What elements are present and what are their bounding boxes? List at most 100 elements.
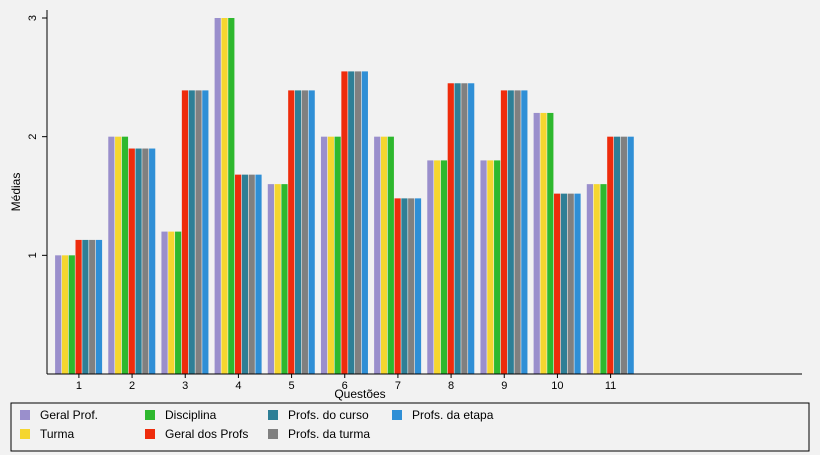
x-tick-label-5: 5 bbox=[289, 380, 295, 392]
bar-q6-s2 bbox=[327, 136, 334, 374]
bar-q4-s7 bbox=[255, 174, 262, 374]
legend-label-5: Profs. do curso bbox=[288, 408, 369, 422]
bar-q3-s7 bbox=[202, 90, 209, 374]
bar-q3-s3 bbox=[175, 231, 182, 374]
bar-q11-s4 bbox=[607, 136, 614, 374]
bar-q2-s1 bbox=[108, 136, 115, 374]
bar-q5-s5 bbox=[294, 90, 302, 374]
bar-q9-s2 bbox=[487, 160, 494, 374]
x-tick-label-1: 1 bbox=[76, 380, 82, 392]
bar-q10-s5 bbox=[560, 193, 568, 374]
x-tick-label-8: 8 bbox=[448, 380, 454, 392]
x-axis-title: Questões bbox=[334, 387, 385, 401]
legend-swatch-7 bbox=[392, 410, 402, 420]
bar-q10-s4 bbox=[554, 193, 561, 374]
bar-q4-s1 bbox=[214, 18, 221, 374]
bar-q8-s1 bbox=[427, 160, 434, 374]
bars-group bbox=[55, 18, 634, 375]
legend-label-6: Profs. da turma bbox=[288, 427, 370, 441]
bar-q6-s4 bbox=[341, 71, 348, 375]
x-tick-label-2: 2 bbox=[129, 380, 135, 392]
bar-q5-s7 bbox=[308, 90, 315, 374]
bar-q7-s4 bbox=[394, 198, 401, 374]
bar-q6-s5 bbox=[348, 71, 355, 375]
legend-label-2: Turma bbox=[40, 427, 75, 441]
bar-q2-s3 bbox=[121, 136, 129, 374]
bar-q3-s4 bbox=[181, 90, 189, 374]
bar-q7-s1 bbox=[374, 136, 381, 374]
bar-q9-s1 bbox=[480, 160, 487, 374]
legend-swatch-6 bbox=[268, 429, 278, 439]
legend: Geral Prof. Turma Disciplina Geral dos Prof… bbox=[10, 402, 810, 452]
legend-swatch-1 bbox=[20, 410, 30, 420]
bar-q1-s4 bbox=[75, 239, 82, 374]
bar-q1-s3 bbox=[68, 255, 75, 374]
x-tick-label-7: 7 bbox=[395, 380, 401, 392]
bar-q8-s4 bbox=[447, 83, 454, 375]
legend-swatch-4 bbox=[145, 429, 155, 439]
x-tick-label-3: 3 bbox=[182, 380, 188, 392]
bar-q8-s6 bbox=[461, 83, 468, 375]
bar-q7-s6 bbox=[408, 198, 415, 374]
bar-q5-s6 bbox=[301, 90, 308, 374]
bar-q4-s3 bbox=[228, 18, 235, 374]
bar-q8-s2 bbox=[434, 160, 441, 374]
bar-q7-s7 bbox=[414, 198, 422, 374]
bar-q4-s6 bbox=[248, 174, 255, 374]
bar-q9-s7 bbox=[521, 90, 528, 374]
bar-q1-s6 bbox=[89, 239, 96, 374]
bar-q11-s1 bbox=[586, 184, 593, 374]
y-tick-label-3: 3 bbox=[27, 15, 39, 21]
bar-q11-s6 bbox=[620, 136, 627, 374]
bar-q5-s4 bbox=[288, 90, 295, 374]
bar-q2-s6 bbox=[142, 148, 149, 374]
bar-q3-s2 bbox=[168, 231, 175, 374]
legend-swatch-5 bbox=[268, 410, 278, 420]
bar-q5-s1 bbox=[267, 184, 274, 374]
bar-q6-s7 bbox=[361, 71, 368, 375]
legend-swatch-2 bbox=[20, 429, 30, 439]
bar-q8-s5 bbox=[454, 83, 461, 375]
bar-q8-s3 bbox=[440, 160, 448, 374]
bar-q9-s3 bbox=[494, 160, 501, 374]
legend-label-7: Profs. da etapa bbox=[412, 408, 494, 422]
bar-q2-s2 bbox=[115, 136, 122, 374]
bar-q11-s3 bbox=[600, 184, 607, 374]
bar-q10-s6 bbox=[567, 193, 574, 374]
x-tick-label-6: 6 bbox=[342, 380, 348, 392]
bar-q1-s1 bbox=[55, 255, 62, 374]
bar-q10-s3 bbox=[547, 112, 554, 375]
bar-q5-s2 bbox=[274, 184, 281, 374]
legend-label-1: Geral Prof. bbox=[40, 408, 98, 422]
bar-q11-s5 bbox=[613, 136, 621, 374]
bar-q6-s1 bbox=[320, 136, 328, 374]
legend-label-3: Disciplina bbox=[165, 408, 217, 422]
bar-q9-s5 bbox=[507, 90, 514, 374]
bar-q9-s6 bbox=[514, 90, 521, 374]
bar-q4-s5 bbox=[241, 174, 249, 374]
bar-q8-s7 bbox=[468, 83, 475, 375]
bar-q10-s1 bbox=[533, 112, 540, 375]
bar-q4-s4 bbox=[235, 174, 242, 374]
bar-q3-s6 bbox=[195, 90, 202, 374]
bar-q7-s5 bbox=[401, 198, 408, 374]
bar-q6-s6 bbox=[354, 71, 362, 375]
bar-q5-s3 bbox=[281, 184, 288, 374]
y-axis-title: Médias bbox=[9, 173, 23, 212]
x-tick-label-11: 11 bbox=[605, 380, 616, 392]
bar-q9-s4 bbox=[500, 90, 508, 374]
legend-box bbox=[10, 402, 810, 452]
x-tick-label-10: 10 bbox=[551, 380, 563, 392]
bar-q11-s7 bbox=[627, 136, 634, 374]
bar-q1-s2 bbox=[61, 255, 69, 374]
x-tick-label-4: 4 bbox=[235, 380, 241, 392]
bar-q10-s7 bbox=[574, 193, 581, 374]
bar-q2-s5 bbox=[135, 148, 142, 374]
bar-q11-s2 bbox=[593, 184, 600, 374]
bar-q1-s5 bbox=[82, 239, 89, 374]
bar-q7-s2 bbox=[380, 136, 388, 374]
bar-q4-s2 bbox=[221, 18, 228, 374]
